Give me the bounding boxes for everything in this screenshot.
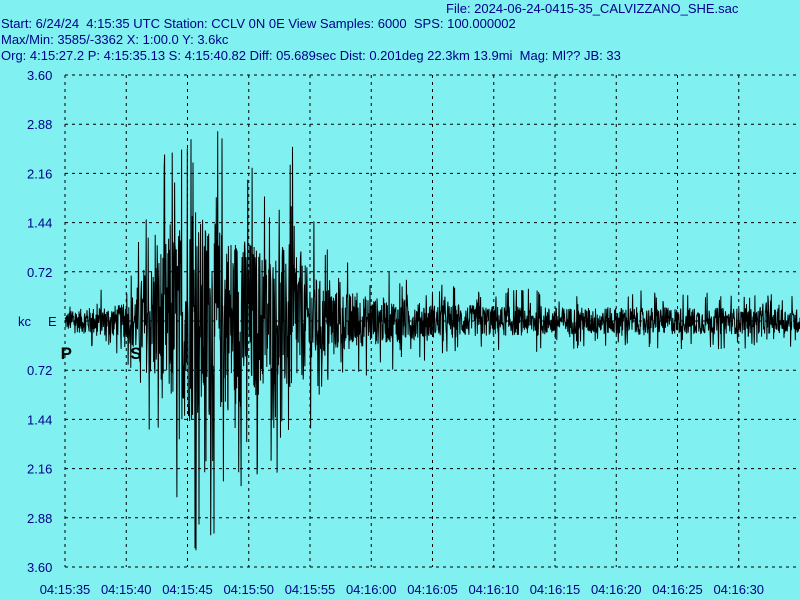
- x-tick-label: 04:15:50: [223, 582, 274, 597]
- waveform-trace: [64, 131, 800, 551]
- y-axis-ticks: 3.60 2.88 2.16 1.44 0.72 kc E 0.72 1.44 2.16 2.88 3…: [18, 68, 57, 575]
- x-axis-ticks: 04:15:35 04:15:40 04:15:45 04:15:50 04:15:55…: [40, 582, 764, 597]
- x-tick-label: 04:16:20: [591, 582, 642, 597]
- y-tick-label: 2.88: [27, 117, 52, 132]
- x-tick-label: 04:16:25: [652, 582, 703, 597]
- y-tick-label: 2.88: [27, 511, 52, 526]
- x-tick-label: 04:15:40: [101, 582, 152, 597]
- x-tick-label: 04:16:00: [346, 582, 397, 597]
- y-tick-label: 3.60: [27, 68, 52, 83]
- x-tick-label: 04:16:05: [407, 582, 458, 597]
- channel-label: E: [48, 314, 57, 329]
- x-tick-label: 04:16:15: [530, 582, 581, 597]
- start-info-label: Start: 6/24/24 4:15:35 UTC Station: CCLV…: [1, 16, 516, 31]
- x-tick-label: 04:15:55: [285, 582, 336, 597]
- y-tick-label: 2.16: [27, 462, 52, 477]
- maxmin-info-label: Max/Min: 3585/-3362 X: 1:00.0 Y: 3.6kc: [1, 32, 229, 47]
- y-tick-label: 1.44: [27, 216, 52, 231]
- phase-marker-p: P: [61, 344, 72, 363]
- y-tick-label: 1.44: [27, 412, 52, 427]
- origin-info-label: Org: 4:15:27.2 P: 4:15:35.13 S: 4:15:40.…: [1, 48, 621, 63]
- y-tick-label: 0.72: [27, 363, 52, 378]
- x-tick-label: 04:16:10: [468, 582, 519, 597]
- x-tick-label: 04:16:30: [713, 582, 764, 597]
- y-tick-label: kc: [18, 314, 32, 329]
- y-tick-label: 0.72: [27, 265, 52, 280]
- y-tick-label: 3.60: [27, 560, 52, 575]
- file-name-label: File: 2024-06-24-0415-35_CALVIZZANO_SHE.…: [446, 1, 739, 16]
- waveform-trace-group: [64, 131, 800, 551]
- y-tick-label: 2.16: [27, 166, 52, 181]
- phase-marker-s: S: [130, 344, 141, 363]
- x-tick-label: 04:15:45: [162, 582, 213, 597]
- x-tick-label: 04:15:35: [40, 582, 91, 597]
